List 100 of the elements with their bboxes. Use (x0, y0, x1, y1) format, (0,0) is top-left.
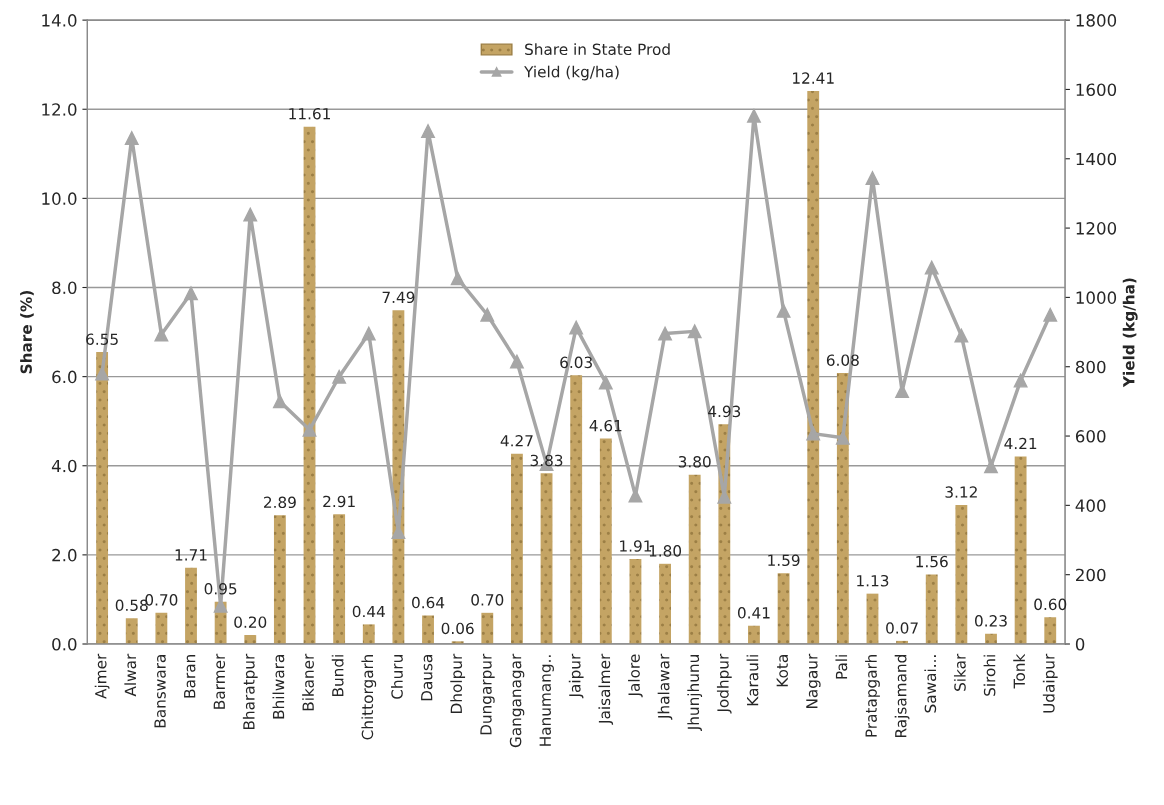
y2-tick-label: 600 (1075, 430, 1106, 443)
bar (807, 90, 820, 644)
data-label: 1.56 (916, 555, 948, 568)
bar (659, 563, 671, 644)
data-label: 11.61 (289, 107, 330, 120)
data-label: 0.64 (412, 596, 445, 609)
y-tick-label: 4.0 (51, 459, 77, 473)
y-tick-label: 8.0 (52, 281, 77, 295)
y2-tick-label: 1800 (1076, 14, 1117, 27)
point (569, 320, 584, 335)
x-tick-label: Bhilwara (272, 655, 285, 719)
point (332, 369, 347, 384)
data-label: 1.13 (857, 574, 889, 587)
y2-axis-title: Yield (kg/ha) (1122, 278, 1138, 388)
data-label: 7.49 (382, 291, 415, 304)
point (747, 108, 761, 123)
y2-tick-label: 1400 (1076, 152, 1117, 166)
point (302, 422, 317, 437)
point (124, 131, 139, 145)
point (509, 354, 524, 369)
data-label: 0.20 (234, 616, 267, 628)
data-label: 4.93 (708, 405, 741, 418)
point (243, 207, 258, 222)
point (984, 459, 998, 474)
bar (688, 474, 701, 644)
y-tick-label: 14.0 (42, 14, 77, 27)
x-tick-label: Nagaur (806, 653, 821, 709)
data-label: 6.55 (86, 333, 118, 345)
point (480, 307, 495, 322)
y-axis-title: Share (%) (20, 291, 34, 374)
x-tick-label: Chittorgarh (361, 655, 377, 740)
bar (273, 515, 286, 644)
point (835, 430, 850, 445)
data-label: 4.27 (500, 435, 533, 447)
bar (599, 438, 612, 644)
bar (362, 624, 375, 644)
point (154, 327, 169, 342)
data-label: 0.95 (204, 582, 237, 595)
x-tick-label: Ganganagar (509, 653, 525, 748)
bar (777, 573, 790, 644)
x-tick-label: Jaipur (568, 653, 584, 699)
point (776, 303, 791, 318)
data-label: 1.71 (175, 549, 207, 561)
point (421, 124, 435, 138)
x-tick-label: Rajsamand (894, 655, 910, 738)
data-label: 4.61 (589, 419, 622, 432)
bar (333, 514, 346, 644)
point (184, 286, 198, 301)
data-label: 4.21 (1004, 437, 1037, 450)
data-label: 1.91 (620, 540, 652, 552)
x-tick-label: Bharatpur (242, 653, 258, 730)
bar (511, 453, 523, 644)
data-label: 0.44 (352, 605, 385, 618)
point (598, 375, 613, 390)
x-tick-label: Bundi (331, 655, 344, 697)
data-label: 0.07 (886, 622, 918, 634)
point (361, 326, 376, 341)
x-tick-label: Jhunjhunu (687, 655, 703, 732)
x-tick-label: Kota (776, 655, 789, 687)
bar (244, 635, 257, 644)
x-tick-label: Jalore (628, 654, 643, 698)
data-label: 0.41 (737, 607, 770, 619)
bar (422, 615, 434, 644)
y-tick-label: 0.0 (52, 637, 77, 651)
y2-tick-label: 200 (1076, 568, 1106, 582)
x-tick-label: Churu (391, 655, 403, 699)
point (806, 426, 821, 441)
data-label: 3.80 (678, 455, 711, 468)
x-tick-label: Ajmer (94, 653, 110, 699)
bar (185, 567, 197, 644)
legend-label: Yield (kg/ha) (524, 65, 619, 81)
point (924, 260, 939, 275)
bar (155, 612, 168, 644)
bar (955, 504, 968, 644)
x-tick-label: Alwar (124, 653, 137, 697)
x-tick-label: Sirohi (983, 655, 996, 696)
data-label: 1.80 (649, 545, 682, 557)
point (95, 366, 110, 381)
data-label: 2.91 (323, 495, 355, 508)
data-label: 0.70 (471, 594, 504, 606)
x-tick-label: Karauli (746, 655, 759, 706)
point (954, 328, 969, 343)
bar (748, 625, 760, 644)
x-tick-label: Jodhpur (716, 653, 732, 714)
data-label: 1.59 (768, 554, 800, 567)
bar (836, 373, 849, 644)
bar (570, 375, 583, 644)
x-tick-label: Dungarpur (480, 653, 495, 735)
bar (96, 352, 109, 644)
x-tick-label: Banswara (154, 655, 166, 728)
x-tick-label: Jaisalmer (598, 653, 614, 725)
bar (925, 574, 938, 644)
point (272, 394, 287, 409)
x-tick-label: Pali (835, 655, 848, 679)
y-tick-label: 10.0 (42, 192, 77, 205)
bar (1014, 456, 1027, 644)
bar (125, 618, 138, 644)
data-label: 6.08 (826, 354, 859, 366)
legend-label: Share in State Prod (525, 43, 670, 56)
y2-tick-label: 1600 (1076, 83, 1117, 97)
